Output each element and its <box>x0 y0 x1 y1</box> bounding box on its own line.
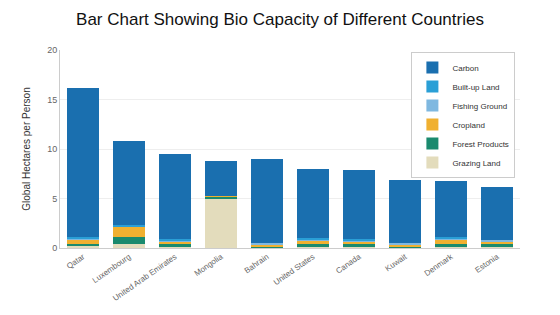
svg-text:Estonia: Estonia <box>473 252 500 275</box>
svg-text:Fishing Ground: Fishing Ground <box>452 102 507 111</box>
svg-text:Built-up Land: Built-up Land <box>452 83 499 92</box>
svg-text:0: 0 <box>52 243 57 253</box>
svg-text:Kuwait: Kuwait <box>384 252 409 274</box>
svg-text:20: 20 <box>47 45 57 55</box>
svg-text:United Arab Emirates: United Arab Emirates <box>111 252 178 303</box>
svg-text:Denmark: Denmark <box>423 252 456 279</box>
svg-text:Bahrain: Bahrain <box>243 252 271 275</box>
svg-text:5: 5 <box>52 194 57 204</box>
svg-text:Canada: Canada <box>334 252 363 276</box>
svg-text:Carbon: Carbon <box>452 64 478 73</box>
svg-text:Mongolia: Mongolia <box>193 252 225 278</box>
svg-text:Global Hectares per Person: Global Hectares per Person <box>21 87 32 210</box>
svg-text:Qatar: Qatar <box>65 252 87 271</box>
svg-text:Luxembourg: Luxembourg <box>91 252 133 285</box>
svg-text:Forest Products: Forest Products <box>452 140 508 149</box>
svg-text:10: 10 <box>47 144 57 154</box>
svg-text:15: 15 <box>47 95 57 105</box>
svg-text:Cropland: Cropland <box>452 121 484 130</box>
svg-text:Bar Chart Showing Bio Capacity: Bar Chart Showing Bio Capacity of Differ… <box>76 10 484 29</box>
svg-text:United States: United States <box>272 252 317 287</box>
svg-text:Grazing Land: Grazing Land <box>452 159 500 168</box>
